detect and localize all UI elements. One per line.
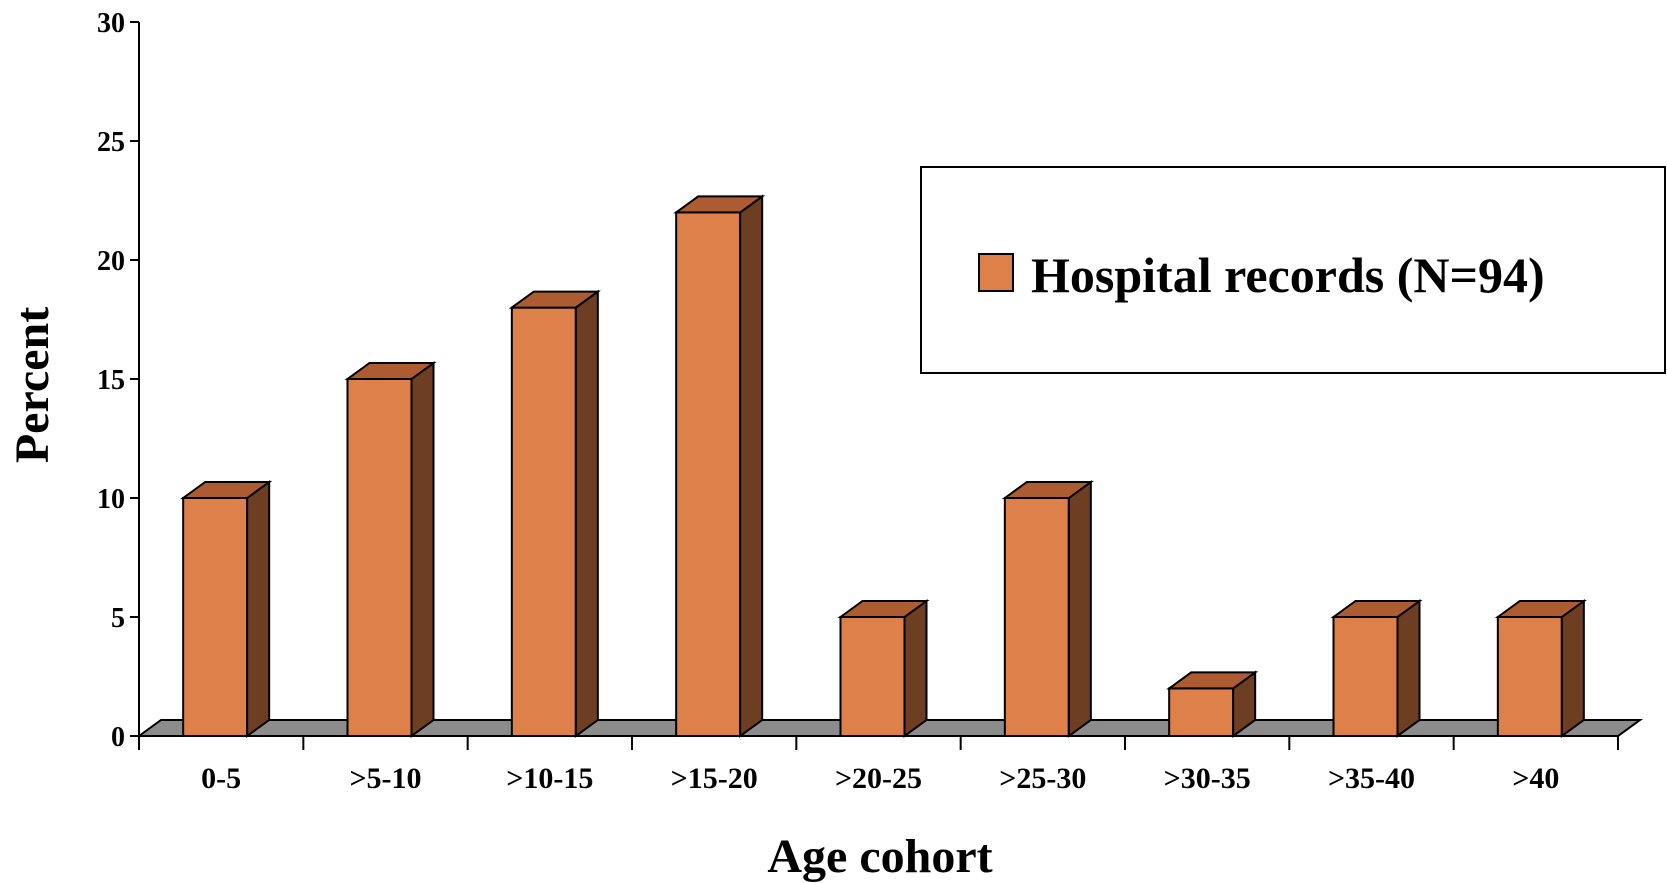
bar-side xyxy=(246,480,271,738)
bar-top xyxy=(180,481,273,499)
x-axis-title: Age cohort xyxy=(767,830,992,883)
x-tick-label: 0-5 xyxy=(201,762,241,795)
bar-top xyxy=(673,195,766,214)
bar-side xyxy=(1396,599,1421,738)
bars xyxy=(180,194,1587,738)
bar-front xyxy=(346,378,413,737)
y-axis-title: Percent xyxy=(6,307,59,463)
y-tick-label: 15 xyxy=(97,365,125,396)
bar-side xyxy=(410,361,435,738)
y-tick-label: 5 xyxy=(111,603,125,634)
bar-side xyxy=(1067,480,1092,738)
bar xyxy=(344,361,437,738)
legend-box xyxy=(920,166,1666,374)
bar xyxy=(1494,599,1587,738)
y-tick-label: 30 xyxy=(97,8,125,39)
y-tick-label: 25 xyxy=(97,127,125,158)
x-tick-label: >40 xyxy=(1512,762,1559,795)
legend-swatch xyxy=(978,253,1014,292)
legend-label: Hospital records (N=94) xyxy=(1031,247,1545,303)
bar-front xyxy=(1168,687,1235,738)
bar-top xyxy=(1330,600,1423,618)
y-tick-label: 0 xyxy=(111,722,125,753)
bar-front xyxy=(1003,497,1070,737)
bar-side xyxy=(574,289,599,738)
bar xyxy=(1001,480,1094,738)
bar-side xyxy=(903,599,928,738)
bar-top xyxy=(508,290,601,309)
bar-side xyxy=(739,194,764,738)
x-tick-label: >5-10 xyxy=(349,762,421,795)
bar-front xyxy=(1332,616,1399,737)
bar xyxy=(837,599,930,738)
bar-top xyxy=(1001,481,1094,499)
y-tick-label: 10 xyxy=(97,484,125,515)
x-tick-label: >30-35 xyxy=(1164,762,1251,795)
bar-top xyxy=(837,600,930,618)
bar xyxy=(1330,599,1423,738)
bar xyxy=(508,289,601,738)
x-tick-label: >25-30 xyxy=(999,762,1086,795)
bar-side xyxy=(1560,599,1585,738)
bar-front xyxy=(1496,616,1563,737)
bar-front xyxy=(675,211,742,737)
x-tick-label: >35-40 xyxy=(1328,762,1415,795)
bar xyxy=(673,194,766,738)
bar-top xyxy=(1166,671,1259,690)
legend: Hospital records (N=94) xyxy=(920,166,1666,374)
x-tick-label: >15-20 xyxy=(671,762,758,795)
bar-top xyxy=(344,362,437,380)
labels: 0 5 10 15 20 25 30 0-5 >5-10 >10-15 >15-20 >20-25 >2… xyxy=(97,8,1559,795)
x-tick-label: >10-15 xyxy=(506,762,593,795)
x-tick-label: >20-25 xyxy=(835,762,922,795)
bar-front xyxy=(839,616,906,737)
bar-front xyxy=(510,306,577,737)
bar xyxy=(1166,670,1259,738)
bar-front xyxy=(182,497,249,737)
bar xyxy=(180,480,273,738)
bar-top xyxy=(1494,600,1587,618)
y-tick-label: 20 xyxy=(97,246,125,277)
